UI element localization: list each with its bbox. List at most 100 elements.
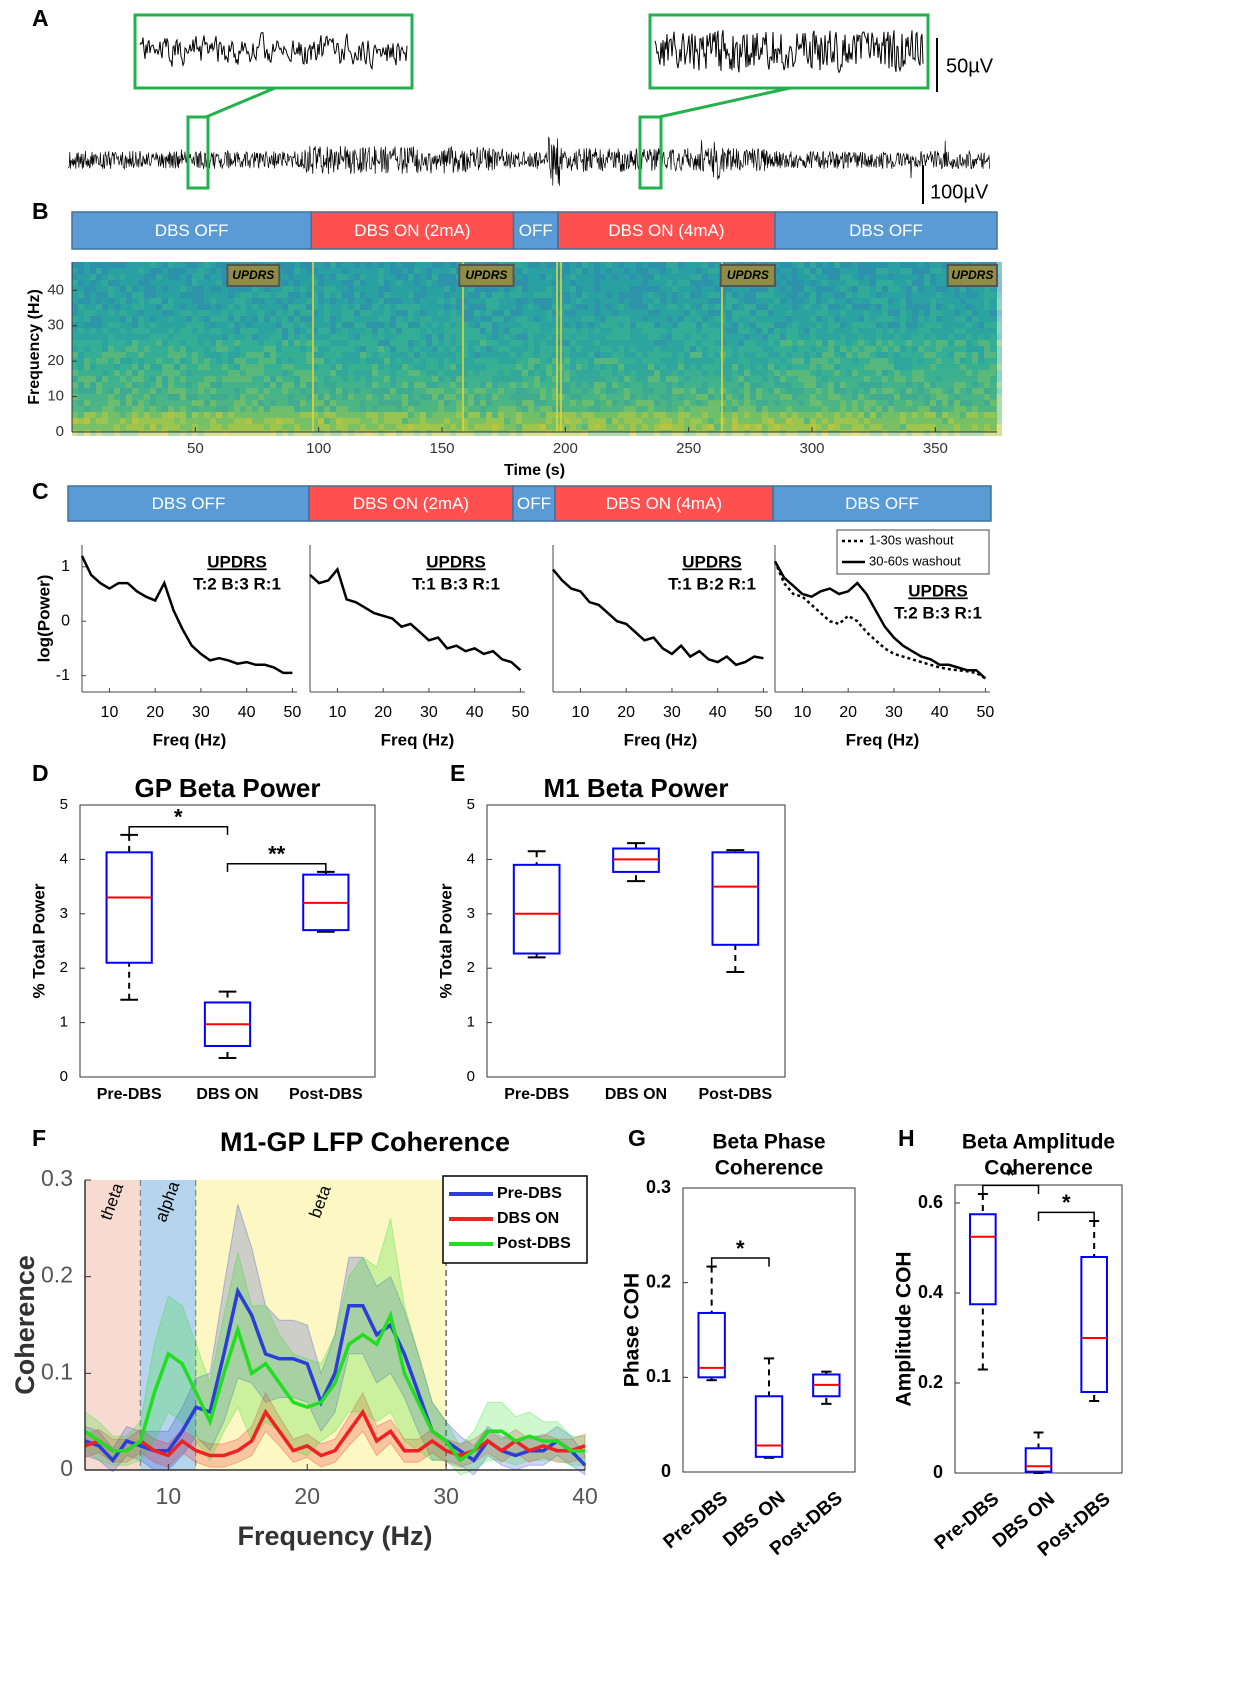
spectrogram-cell xyxy=(174,340,180,346)
spectrogram-cell xyxy=(198,274,204,280)
spectrogram-cell xyxy=(162,382,168,388)
annotation-score: T:2 B:3 R:1 xyxy=(894,603,982,622)
spectrogram-cell xyxy=(648,280,654,286)
spectrogram-cell xyxy=(378,352,384,358)
spectrogram-cell xyxy=(762,304,768,310)
spectrogram-cell xyxy=(72,310,78,316)
spectrogram-cell xyxy=(294,304,300,310)
spectrogram-cell xyxy=(942,322,948,328)
spectrogram-cell xyxy=(252,370,258,376)
spectrogram-cell xyxy=(114,358,120,364)
spectrogram-cell xyxy=(390,322,396,328)
spectrogram-cell xyxy=(510,304,516,310)
spectrogram-cell xyxy=(822,364,828,370)
spectrogram-cell xyxy=(576,406,582,412)
spectrogram-cell xyxy=(420,412,426,418)
spectrogram-cell xyxy=(144,274,150,280)
spectrogram-cell xyxy=(270,322,276,328)
spectrogram-cell xyxy=(888,424,894,430)
spectrogram-cell xyxy=(420,310,426,316)
spectrogram-cell xyxy=(996,322,1002,328)
spectrogram-cell xyxy=(600,370,606,376)
spectrogram-cell xyxy=(708,316,714,322)
spectrogram-cell xyxy=(588,280,594,286)
spectrogram-cell xyxy=(594,286,600,292)
spectrogram-cell xyxy=(198,382,204,388)
spectrogram-cell xyxy=(96,370,102,376)
spectrogram-cell xyxy=(366,430,372,436)
spectrogram-cell xyxy=(666,376,672,382)
spectrogram-cell xyxy=(726,370,732,376)
spectrogram-cell xyxy=(474,328,480,334)
spectrogram-cell xyxy=(222,316,228,322)
spectrogram-cell xyxy=(960,382,966,388)
spectrogram-cell xyxy=(96,418,102,424)
spectrogram-cell xyxy=(408,292,414,298)
spectrogram-cell xyxy=(588,430,594,436)
spectrogram-cell xyxy=(432,268,438,274)
spectrogram-cell xyxy=(96,286,102,292)
spectrogram-cell xyxy=(126,262,132,268)
spectrogram-cell xyxy=(228,292,234,298)
spectrogram-cell xyxy=(924,310,930,316)
spectrogram-cell xyxy=(390,352,396,358)
spectrogram-cell xyxy=(192,358,198,364)
spectrogram-cell xyxy=(756,358,762,364)
spectrogram-cell xyxy=(150,394,156,400)
spectrogram-cell xyxy=(642,340,648,346)
spectrogram-cell xyxy=(480,376,486,382)
spectrogram-cell xyxy=(912,394,918,400)
spectrogram-cell xyxy=(900,262,906,268)
spectrogram-cell xyxy=(354,280,360,286)
spectrogram-cell xyxy=(870,316,876,322)
spectrogram-cell xyxy=(948,298,954,304)
box xyxy=(107,852,152,962)
spectrogram-cell xyxy=(864,316,870,322)
spectrogram-cell xyxy=(858,298,864,304)
spectrogram-cell xyxy=(606,382,612,388)
spectrogram-cell xyxy=(534,328,540,334)
spectrogram-cell xyxy=(546,376,552,382)
spectrogram-cell xyxy=(684,298,690,304)
spectrogram-cell xyxy=(564,382,570,388)
spectrogram-cell xyxy=(108,376,114,382)
spectrogram-cell xyxy=(354,364,360,370)
spectrogram-cell xyxy=(492,340,498,346)
spectrogram-cell xyxy=(834,406,840,412)
spectrogram-cell xyxy=(138,274,144,280)
spectrogram-cell xyxy=(846,394,852,400)
spectrogram-cell xyxy=(252,358,258,364)
spectrogram-cell xyxy=(912,328,918,334)
spectrogram-cell xyxy=(210,316,216,322)
spectrogram-cell xyxy=(288,412,294,418)
spectrogram-cell xyxy=(228,406,234,412)
spectrogram-cell xyxy=(648,412,654,418)
spectrogram-cell xyxy=(702,286,708,292)
spectrogram-cell xyxy=(270,298,276,304)
spectrogram-cell xyxy=(318,328,324,334)
spectrogram-cell xyxy=(924,298,930,304)
spectrogram-cell xyxy=(834,364,840,370)
spectrogram-cell xyxy=(270,412,276,418)
spectrogram-cell xyxy=(342,274,348,280)
spectrogram-cell xyxy=(576,370,582,376)
spectrogram-cell xyxy=(864,286,870,292)
spectrogram-cell xyxy=(78,304,84,310)
spectrogram-cell xyxy=(288,268,294,274)
spectrogram-cell xyxy=(186,280,192,286)
spectrogram-cell xyxy=(678,358,684,364)
spectrogram-cell xyxy=(306,382,312,388)
spectrogram-cell xyxy=(582,262,588,268)
spectrogram-cell xyxy=(402,424,408,430)
spectrogram-cell xyxy=(972,292,978,298)
spectrogram-cell xyxy=(348,310,354,316)
x-tick-label: 20 xyxy=(294,1483,320,1509)
spectrogram-cell xyxy=(114,280,120,286)
spectrogram-cell xyxy=(864,430,870,436)
spectrogram-cell xyxy=(834,382,840,388)
spectrogram-cell xyxy=(408,358,414,364)
spectrogram-cell xyxy=(702,262,708,268)
spectrogram-cell xyxy=(804,298,810,304)
spectrogram-cell xyxy=(738,406,744,412)
spectrogram-cell xyxy=(546,352,552,358)
